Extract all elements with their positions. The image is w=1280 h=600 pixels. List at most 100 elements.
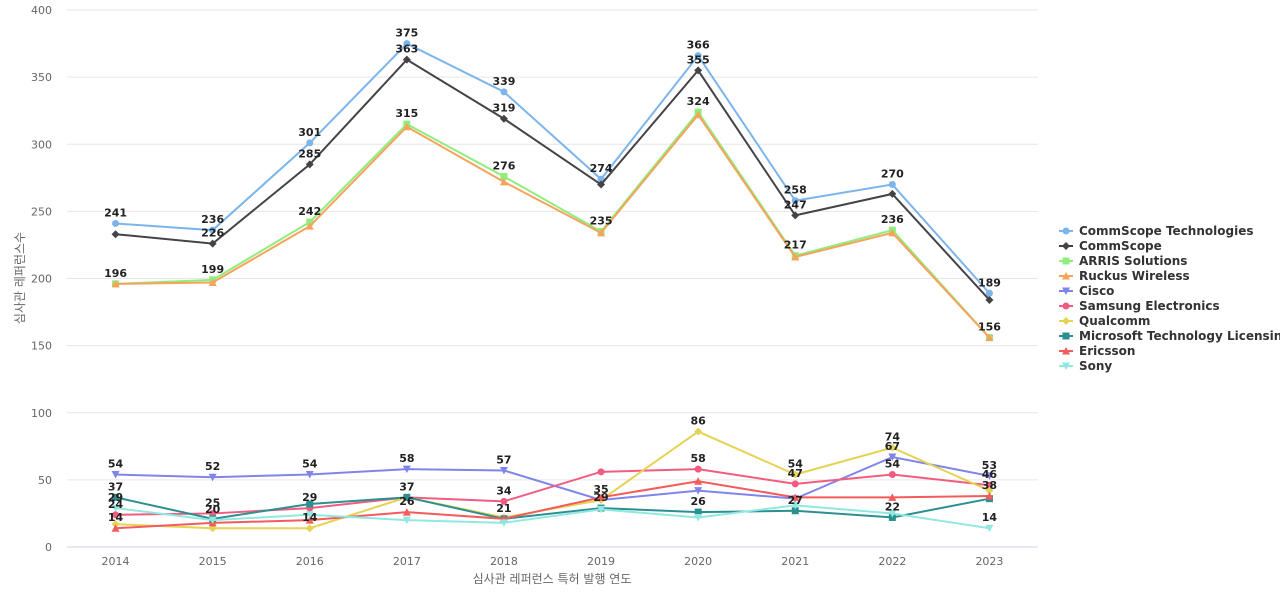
legend-item[interactable]: Qualcomm [1059,314,1150,328]
data-label: 22 [885,500,900,513]
data-point [985,289,993,297]
series-line [115,113,991,339]
data-point [791,470,800,479]
legend-item[interactable]: Samsung Electronics [1059,299,1220,313]
data-label: 58 [399,452,414,465]
data-point [402,516,411,525]
series-line [115,110,991,339]
data-point [111,524,120,532]
data-point [888,228,897,237]
legend-label: Cisco [1079,284,1114,298]
data-label: 54 [788,458,804,471]
data-label: 196 [104,267,127,280]
legend-marker [1062,362,1070,370]
data-label: 199 [201,263,224,276]
data-label: 285 [298,147,321,160]
legend-label: Qualcomm [1079,314,1150,328]
data-point [111,520,120,529]
data-point [694,513,703,522]
data-label: 24 [108,498,124,511]
data-labels: 241 236 301 375 339 274 366 258 270 189 226 285 363 3… [104,27,1001,525]
data-label: 156 [978,321,1001,334]
data-point [208,516,217,525]
data-label: 189 [978,276,1001,289]
data-point [500,497,508,505]
data-point [597,493,606,501]
data-point [597,180,606,189]
legend-label: Ericsson [1079,344,1135,358]
data-point [111,279,120,288]
series-line [115,42,991,294]
legend-item[interactable]: Microsoft Technology Licensing [1059,329,1280,343]
data-label: 54 [885,458,901,471]
data-point [888,509,897,518]
data-label: 54 [302,458,318,471]
data-point [403,40,411,48]
y-tick-label: 50 [38,474,52,487]
legend-item[interactable]: Ericsson [1059,344,1135,358]
data-point [791,211,800,220]
x-tick-label: 2017 [393,555,421,568]
data-point [985,486,994,495]
y-axis-ticks: 0 50 100 150 200 250 300 350 400 [31,4,52,554]
x-tick-label: 2021 [781,555,809,568]
data-point [985,524,994,533]
y-axis-title: 심사관 레퍼런스수 [13,232,27,324]
y-tick-label: 100 [31,407,52,420]
legend-item[interactable]: ARRIS Solutions [1059,254,1187,268]
x-tick-label: 2018 [490,555,518,568]
x-tick-label: 2016 [296,555,324,568]
data-label: 274 [590,162,613,175]
data-label: 276 [492,159,515,172]
legend-item[interactable]: CommScope Technologies [1059,224,1253,238]
legend-item[interactable]: CommScope [1059,239,1162,253]
x-tick-label: 2014 [102,555,130,568]
data-point [111,504,120,513]
data-label: 301 [298,126,321,139]
data-point [888,471,896,479]
series-9 [111,501,994,533]
data-label: 363 [395,43,418,56]
legend-item[interactable]: Cisco [1059,284,1114,298]
data-point [791,501,800,510]
data-point [499,114,508,123]
data-point [112,511,120,519]
data-label: 217 [784,239,807,252]
data-point [694,52,702,60]
data-label: 53 [982,459,997,472]
data-point [985,472,994,480]
data-label: 247 [784,198,807,211]
data-point [597,175,605,183]
y-tick-label: 400 [31,4,52,17]
data-point [305,524,314,533]
legend-item[interactable]: Sony [1059,359,1112,373]
data-label: 242 [298,205,321,218]
data-point [597,228,606,237]
data-point [985,295,994,304]
data-label: 366 [687,39,710,52]
legend-marker [1062,332,1070,340]
data-point [499,466,508,475]
legend-label: ARRIS Solutions [1079,254,1187,268]
data-point [888,181,896,189]
data-point [305,160,314,169]
x-axis-title: 심사관 레퍼런스 특허 발행 연도 [473,571,632,586]
data-label: 355 [687,53,710,66]
data-label: 270 [881,168,904,181]
data-label: 20 [205,503,221,516]
series-3 [111,110,994,342]
data-label: 235 [590,215,613,228]
legend-label: Microsoft Technology Licensing [1079,329,1280,343]
data-label: 375 [395,27,418,40]
data-label: 47 [788,467,803,480]
data-point [208,239,217,248]
data-label: 236 [201,213,224,226]
data-point [500,88,508,96]
data-point [111,230,120,239]
legend-item[interactable]: Ruckus Wireless [1059,269,1190,283]
data-label: 74 [885,431,901,444]
legend-label: Sony [1079,359,1112,373]
data-label: 86 [690,415,706,428]
